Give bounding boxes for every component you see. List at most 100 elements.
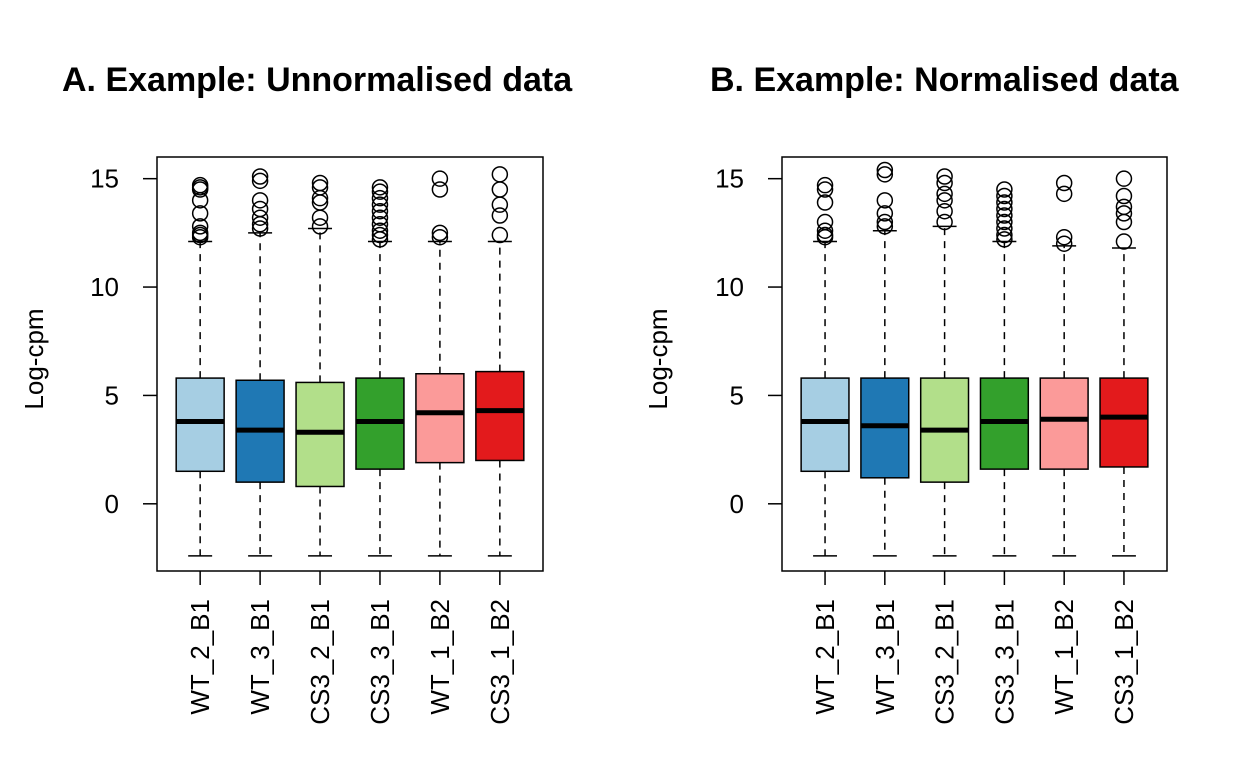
outlier-point [996, 187, 1013, 205]
outlier-point [1115, 205, 1133, 222]
outlier-point [1115, 187, 1133, 205]
outlier-point [876, 192, 894, 209]
outlier-point [816, 226, 834, 244]
outlier-point [936, 213, 953, 231]
y-axis-label: Log-cpm [19, 308, 49, 409]
y-axis-label: Log-cpm [643, 308, 673, 409]
box-CS3_1_B2 [1099, 170, 1149, 557]
outlier-point [311, 179, 329, 196]
outlier-point [191, 224, 209, 242]
outlier-point [816, 176, 834, 194]
outlier-point [816, 181, 834, 198]
x-category-label: CS3_3_B1 [365, 599, 395, 725]
outlier-point [251, 200, 269, 218]
outlier-point [251, 209, 269, 226]
y-tick-label: 10 [90, 272, 119, 302]
x-category-label: CS3_2_B1 [930, 599, 960, 725]
outlier-point [251, 172, 269, 190]
outlier-point [816, 213, 834, 231]
outlier-point [936, 174, 953, 192]
outlier-point [371, 196, 389, 213]
outlier-point [371, 215, 389, 233]
outlier-point [996, 181, 1013, 198]
outlier-point [1055, 185, 1073, 203]
box-WT_1_B2 [1039, 174, 1089, 557]
outlier-point [876, 161, 894, 179]
outlier-point [371, 226, 389, 244]
outlier-point [371, 209, 389, 226]
outlier-point [371, 189, 389, 207]
outlier-point [816, 194, 834, 211]
outlier-point [996, 213, 1013, 231]
outlier-point [996, 226, 1013, 244]
y-tick-label: 5 [105, 380, 119, 410]
x-category-label: WT_1_B2 [425, 599, 455, 715]
outlier-point [1055, 174, 1073, 192]
outlier-point [491, 196, 509, 213]
outlier-point [936, 192, 953, 209]
box-WT_1_B2 [415, 170, 465, 557]
outlier-point [816, 222, 834, 239]
y-tick-label: 15 [90, 164, 119, 194]
chart-panel-b: B. Example: Normalised data Log-cpm 0 5 10 15… [643, 61, 1180, 725]
outlier-point [1115, 213, 1133, 231]
x-category-label: CS3_2_B1 [305, 599, 335, 725]
outlier-point [431, 181, 449, 198]
box-WT_2_B1 [800, 176, 850, 557]
chart-title: B. Example: Normalised data [710, 61, 1180, 99]
iqr-box [415, 373, 465, 464]
box-WT_3_B1 [860, 161, 910, 557]
outlier-point [251, 220, 269, 237]
iqr-box [1039, 377, 1089, 470]
y-tick-label: 5 [730, 380, 744, 410]
outlier-point [491, 181, 509, 198]
outlier-point [936, 202, 953, 220]
y-tick-label: 0 [730, 489, 744, 519]
outlier-point [371, 179, 389, 196]
outlier-point [491, 226, 509, 244]
y-tick-label: 0 [105, 489, 119, 519]
iqr-box [475, 370, 525, 462]
y-tick-label: 15 [715, 164, 744, 194]
outlier-point [1055, 235, 1073, 252]
outlier-point [311, 209, 329, 226]
iqr-box [1099, 377, 1149, 468]
outlier-point [431, 224, 449, 242]
outlier-point [996, 207, 1013, 224]
x-category-label: CS3_1_B2 [485, 599, 515, 725]
x-category-label: CS3_3_B1 [989, 599, 1019, 725]
x-category-label: CS3_1_B2 [1109, 599, 1139, 725]
box-CS3_3_B1 [979, 181, 1030, 557]
outlier-point [191, 176, 209, 194]
x-category-label: WT_1_B2 [1049, 599, 1079, 715]
outlier-point [191, 218, 209, 235]
chart-title: A. Example: Unnormalised data [62, 61, 573, 99]
outlier-point [371, 222, 389, 239]
outlier-point [876, 166, 894, 183]
outlier-point [311, 174, 329, 192]
outlier-point [431, 170, 449, 187]
outlier-point [491, 207, 509, 224]
box-CS3_2_B1 [295, 174, 345, 557]
plot-frame [156, 156, 544, 572]
outlier-point [251, 192, 269, 209]
outlier-point [936, 185, 953, 203]
outlier-point [876, 213, 894, 231]
outlier-point [1115, 170, 1133, 187]
iqr-box [800, 377, 850, 473]
box-CS3_2_B1 [919, 168, 970, 557]
outlier-point [431, 228, 449, 246]
outlier-point [996, 200, 1013, 218]
outlier-point [371, 202, 389, 220]
outlier-point [936, 168, 953, 185]
outlier-point [1115, 198, 1133, 216]
x-category-label: WT_3_B1 [870, 599, 900, 715]
outlier-point [876, 205, 894, 222]
box-CS3_3_B1 [355, 179, 405, 557]
x-category-label: WT_2_B1 [810, 599, 840, 715]
box-WT_3_B1 [235, 168, 285, 557]
iqr-box [175, 377, 225, 473]
outlier-point [876, 218, 894, 235]
y-tick-label: 10 [715, 272, 744, 302]
